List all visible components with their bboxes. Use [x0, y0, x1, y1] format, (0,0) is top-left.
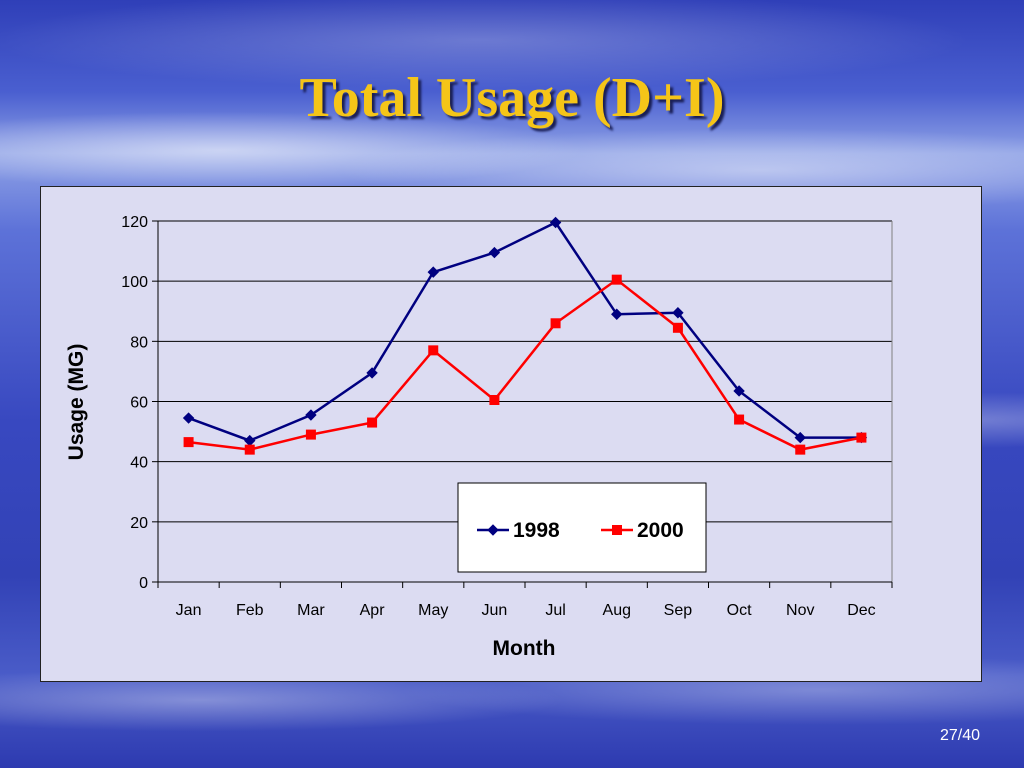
x-tick-label: Jun: [482, 602, 508, 619]
y-tick-label: 0: [139, 575, 148, 592]
y-tick-label: 20: [130, 515, 148, 532]
data-point-2000: [244, 444, 255, 455]
x-tick-label: May: [418, 602, 448, 619]
legend: 1998 2000: [457, 482, 707, 573]
series-2000: [183, 274, 867, 455]
page-number: 27/40: [939, 727, 980, 744]
y-axis-title: Usage (MG): [65, 344, 88, 461]
legend-label-2000: 2000: [637, 519, 684, 542]
legend-entry-1998: 1998: [477, 519, 560, 542]
x-tick-label: Jan: [176, 602, 202, 619]
x-tick-label: Aug: [603, 602, 631, 619]
series-line-1998: [188, 220, 862, 442]
x-tick-label: Nov: [786, 602, 814, 619]
data-point-2000: [795, 444, 806, 455]
x-tick-label: Oct: [727, 602, 752, 619]
y-axis: 0 20 40 60 80 100 120: [121, 214, 159, 592]
data-point-2000: [305, 429, 316, 440]
y-tick-label: 40: [130, 455, 148, 472]
data-point-1998: [794, 431, 806, 444]
data-point-1998: [305, 409, 317, 421]
data-point-2000: [183, 437, 194, 448]
data-point-2000: [550, 318, 561, 329]
gridlines: [158, 220, 893, 582]
legend-marker-1998: [487, 524, 499, 536]
data-point-1998: [427, 266, 439, 278]
slide-title: Total Usage (D+I): [299, 67, 725, 129]
data-point-2000: [611, 274, 622, 285]
legend-box: [457, 482, 707, 573]
x-tick-label: Feb: [236, 602, 264, 619]
usage-line-chart: 0 20 40 60 80 100 120 Jan Feb Mar Apr May Jun Jul Aug…: [65, 214, 893, 660]
data-point-2000: [428, 345, 439, 356]
x-tick-label: Jul: [545, 602, 565, 619]
x-tick-label: Sep: [664, 602, 693, 619]
data-point-1998: [549, 216, 562, 229]
data-point-1998: [488, 246, 501, 259]
data-point-2000: [367, 417, 378, 428]
legend-label-1998: 1998: [513, 519, 560, 542]
x-tick-label: Mar: [297, 602, 325, 619]
y-tick-label: 100: [121, 274, 148, 291]
series-lines: [182, 216, 868, 455]
data-point-1998: [611, 308, 623, 320]
legend-entry-2000: 2000: [601, 519, 684, 542]
y-tick-label: 60: [130, 395, 148, 412]
y-tick-label: 120: [121, 214, 148, 231]
chart-frame: 0 20 40 60 80 100 120 Jan Feb Mar Apr May Jun Jul Aug…: [40, 186, 982, 682]
series-1998: [182, 216, 868, 447]
x-axis: Jan Feb Mar Apr May Jun Jul Aug Sep Oct Nov Dec: [157, 581, 893, 619]
data-point-1998: [244, 434, 256, 447]
data-point-1998: [182, 412, 195, 424]
data-point-2000: [489, 394, 500, 405]
data-point-2000: [734, 414, 745, 425]
series-line-2000: [188, 278, 862, 451]
y-tick-label: 80: [130, 334, 148, 351]
legend-marker-2000: [612, 525, 622, 535]
data-point-2000: [856, 432, 867, 443]
x-tick-label: Dec: [847, 602, 875, 619]
x-axis-title: Month: [493, 637, 556, 660]
data-point-1998: [672, 307, 684, 319]
x-tick-label: Apr: [360, 602, 386, 619]
data-point-2000: [672, 322, 683, 333]
data-point-1998: [733, 385, 745, 397]
data-point-1998: [366, 367, 378, 379]
